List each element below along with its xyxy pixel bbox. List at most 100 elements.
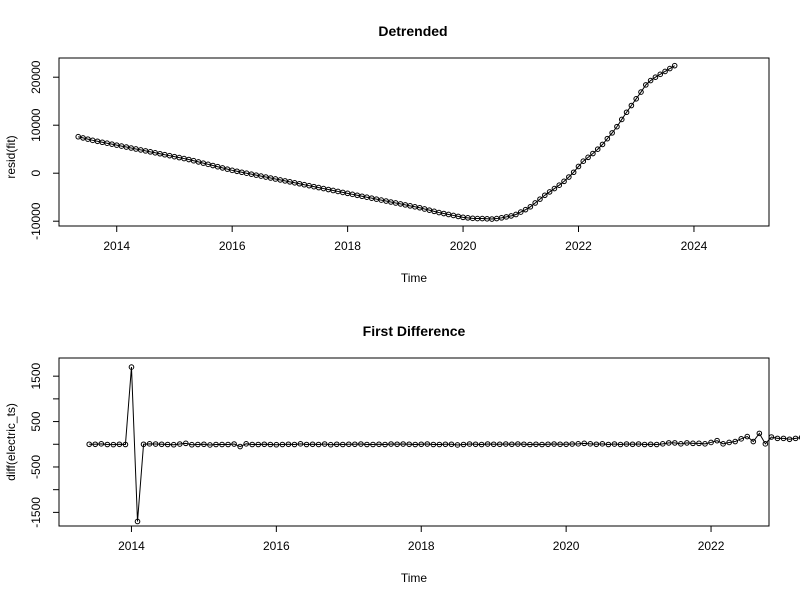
first-difference-data-point xyxy=(563,441,569,448)
detrended-data-point xyxy=(575,163,582,170)
first-difference-x-tick-label: 2016 xyxy=(263,539,290,553)
first-difference-data-point xyxy=(152,441,159,447)
first-difference-data-point xyxy=(527,441,533,448)
first-difference-series-line xyxy=(89,367,800,522)
first-difference-data-point xyxy=(629,441,636,448)
first-difference-data-point xyxy=(502,441,509,447)
detrended-x-tick-label: 2014 xyxy=(103,239,130,253)
first-difference-data-point xyxy=(207,442,213,448)
first-difference-x-tick-label: 2020 xyxy=(553,539,580,553)
first-difference-data-point xyxy=(684,440,690,446)
first-difference-data-point xyxy=(327,441,334,448)
first-difference-data-point xyxy=(599,441,606,447)
first-difference-data-point xyxy=(665,440,672,446)
first-difference-y-axis-label: diff(electric_ts) xyxy=(4,403,18,481)
first-difference-data-point xyxy=(86,441,93,448)
first-difference-data-point xyxy=(189,441,195,448)
detrended-data-point xyxy=(594,146,601,152)
first-difference-data-point xyxy=(647,441,654,448)
detrended-data-point xyxy=(647,77,654,84)
detrended-data-point xyxy=(561,178,567,185)
first-difference-data-point xyxy=(110,441,117,448)
first-difference-data-point xyxy=(394,441,400,448)
first-difference-data-point xyxy=(738,436,745,442)
detrended-y-tick-label: 0 xyxy=(29,170,43,177)
detrended-y-tick-label: 20000 xyxy=(29,60,43,94)
first-difference-data-point xyxy=(454,442,461,448)
detrended-data-point xyxy=(609,130,615,136)
first-difference-data-point xyxy=(92,441,99,448)
detrended-data-point xyxy=(633,96,639,102)
detrended-data-point xyxy=(527,204,534,210)
first-difference-data-point xyxy=(798,435,800,440)
first-difference-data-point xyxy=(720,441,726,447)
first-difference-data-point xyxy=(158,441,165,448)
first-difference-data-point xyxy=(321,441,328,447)
first-difference-data-point xyxy=(768,434,775,440)
first-difference-data-point xyxy=(285,441,292,448)
first-difference-data-point xyxy=(557,441,563,448)
first-difference-data-point xyxy=(593,441,600,448)
detrended-data-point xyxy=(585,154,591,161)
first-difference-data-point xyxy=(261,441,268,448)
first-difference-data-point xyxy=(696,440,702,447)
detrended-data-point xyxy=(551,185,558,192)
first-difference-data-point xyxy=(303,441,310,448)
first-difference-data-point xyxy=(659,441,666,447)
detrended-y-axis-label: resid(fit) xyxy=(4,135,18,178)
detrended-panel: Detrended 2014 2016 2018 2020 2022 2024 -10000… xyxy=(4,23,770,285)
first-difference-data-point xyxy=(490,441,497,448)
detrended-data-point xyxy=(546,189,553,195)
detrended-data-point xyxy=(537,196,543,202)
first-difference-data-point xyxy=(195,441,201,448)
first-difference-data-point xyxy=(134,518,141,525)
first-difference-data-point xyxy=(122,441,129,448)
first-difference-panel: First Difference 2014 2016 2018 2020 2022 -15… xyxy=(4,323,800,585)
first-difference-data-point xyxy=(424,441,431,447)
first-difference-data-point xyxy=(164,441,171,448)
first-difference-y-tick-label: -1500 xyxy=(29,497,43,528)
first-difference-x-tick-label: 2022 xyxy=(698,539,725,553)
first-difference-data-point xyxy=(370,441,376,448)
first-difference-data-point xyxy=(509,441,515,448)
first-difference-data-point xyxy=(170,441,177,448)
first-difference-data-point xyxy=(472,441,479,448)
first-difference-data-point xyxy=(786,436,793,443)
detrended-plot-frame xyxy=(58,57,770,227)
first-difference-data-point xyxy=(219,441,225,448)
detrended-x-tick-label: 2016 xyxy=(219,239,246,253)
first-difference-data-point xyxy=(587,441,594,447)
first-difference-axis-ticks: 2014 2016 2018 2020 2022 -1500 -500 500 1500 xyxy=(29,362,725,553)
first-difference-data-point xyxy=(605,441,612,448)
first-difference-data-point xyxy=(448,441,455,448)
first-difference-data-point xyxy=(436,441,443,448)
first-difference-data-point xyxy=(521,441,527,448)
detrended-data-point xyxy=(599,141,606,148)
first-difference-data-point xyxy=(140,441,147,448)
first-difference-data-point xyxy=(315,441,322,448)
first-difference-data-point xyxy=(376,441,382,448)
detrended-x-tick-label: 2024 xyxy=(681,239,708,253)
first-difference-data-point xyxy=(460,441,467,448)
first-difference-data-point xyxy=(333,441,340,448)
first-difference-data-point xyxy=(430,441,437,448)
first-difference-y-tick-label: 500 xyxy=(29,411,43,431)
first-difference-data-point xyxy=(273,441,280,448)
detrended-data-point xyxy=(671,62,678,69)
first-difference-data-point xyxy=(774,435,781,442)
first-difference-data-point xyxy=(346,441,352,448)
first-difference-data-point xyxy=(146,441,153,447)
first-difference-data-point xyxy=(762,441,769,447)
first-difference-data-point xyxy=(539,441,545,448)
first-difference-data-point xyxy=(249,441,256,448)
detrended-title: Detrended xyxy=(378,23,447,39)
first-difference-data-point xyxy=(672,440,678,446)
first-difference-data-point xyxy=(388,441,394,447)
first-difference-data-point xyxy=(176,441,183,447)
first-difference-data-point xyxy=(617,441,624,448)
first-difference-data-point xyxy=(581,440,588,447)
first-difference-data-point xyxy=(128,364,135,370)
first-difference-y-tick-label: -500 xyxy=(29,455,43,479)
first-difference-data-point xyxy=(201,441,207,448)
